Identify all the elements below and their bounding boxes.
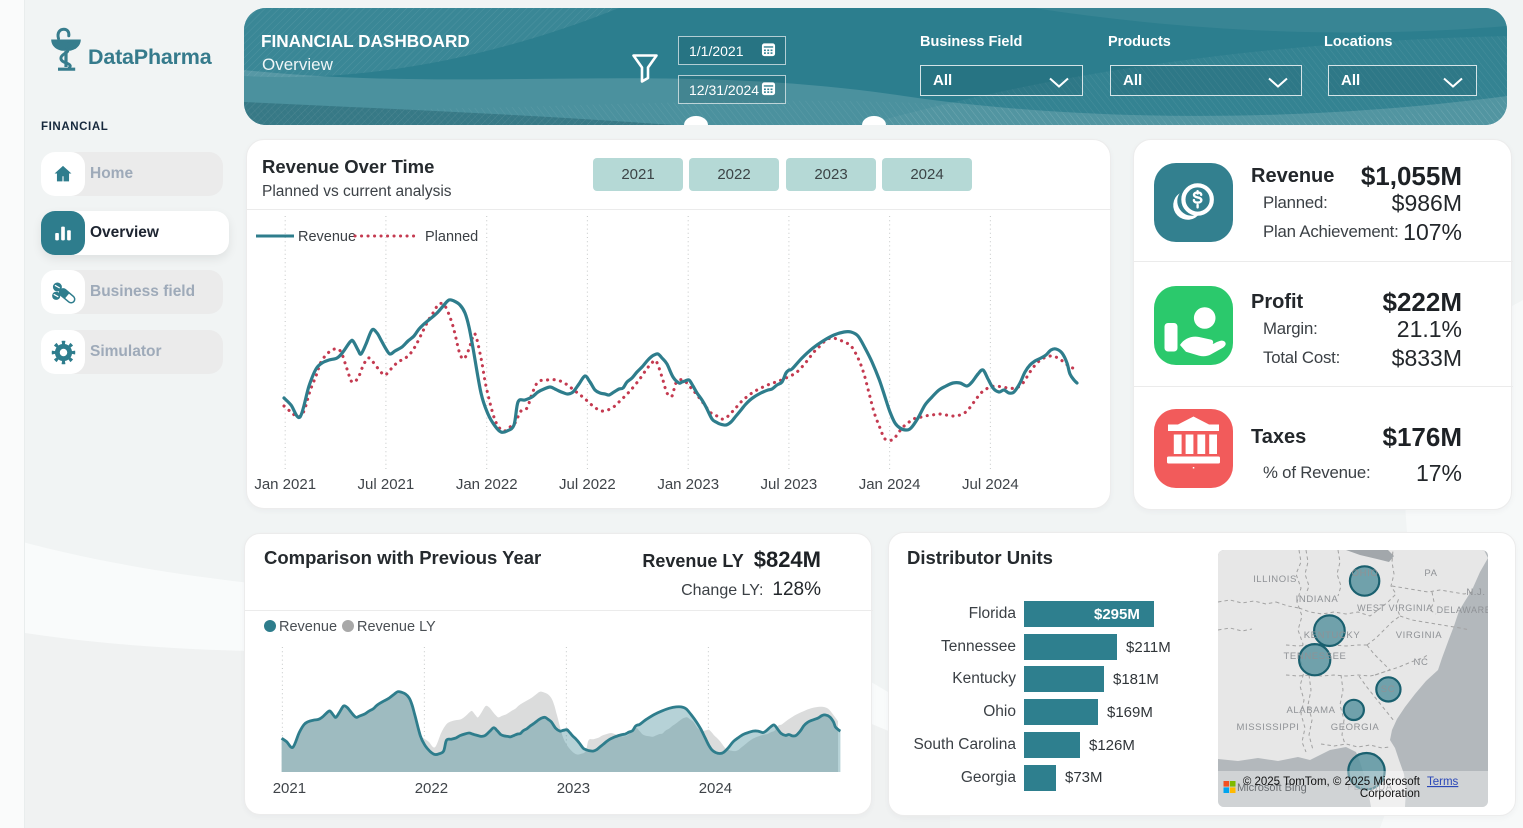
svg-text:N.J.: N.J. (1466, 587, 1485, 598)
svg-text:DELAWARE: DELAWARE (1437, 605, 1488, 615)
svg-text:Terms: Terms (1427, 776, 1459, 788)
svg-text:NC: NC (1414, 657, 1429, 668)
svg-text:OHIO: OHIO (1352, 568, 1379, 579)
svg-text:Jul 2023: Jul 2023 (761, 476, 818, 493)
svg-text:Jan 2024: Jan 2024 (859, 476, 921, 493)
svg-text:Microsoft Bing: Microsoft Bing (1237, 782, 1307, 794)
svg-text:ILLINOIS: ILLINOIS (1253, 574, 1297, 585)
svg-text:2021: 2021 (273, 780, 306, 797)
svg-text:2023: 2023 (557, 780, 590, 797)
svg-text:WEST VIRGINIA: WEST VIRGINIA (1357, 603, 1433, 613)
svg-text:Jul 2024: Jul 2024 (962, 476, 1019, 493)
svg-text:Corporation: Corporation (1360, 788, 1420, 800)
svg-text:Jul 2021: Jul 2021 (358, 476, 415, 493)
svg-text:KENTUCKY: KENTUCKY (1304, 630, 1361, 641)
svg-text:2024: 2024 (699, 780, 732, 797)
svg-text:TENNESSEE: TENNESSEE (1284, 651, 1347, 662)
svg-text:2022: 2022 (415, 780, 448, 797)
svg-text:MISSISSIPPI: MISSISSIPPI (1236, 722, 1299, 733)
svg-text:Jan 2021: Jan 2021 (254, 476, 316, 493)
svg-text:Jan 2023: Jan 2023 (657, 476, 719, 493)
svg-text:Revenue: Revenue (298, 229, 356, 245)
svg-text:FLORIDA: FLORIDA (1347, 782, 1392, 793)
svg-text:GEORGIA: GEORGIA (1331, 722, 1380, 733)
svg-text:ALABAMA: ALABAMA (1286, 705, 1335, 716)
svg-text:Jan 2022: Jan 2022 (456, 476, 518, 493)
svg-text:Planned: Planned (425, 229, 478, 245)
svg-text:PA: PA (1424, 568, 1437, 579)
svg-text:SC: SC (1381, 684, 1395, 695)
svg-text:Revenue: Revenue (279, 619, 337, 635)
svg-text:Revenue LY: Revenue LY (357, 619, 436, 635)
svg-text:Jul 2022: Jul 2022 (559, 476, 616, 493)
svg-text:INDIANA: INDIANA (1296, 594, 1339, 605)
svg-text:VIRGINIA: VIRGINIA (1396, 630, 1443, 641)
svg-text:© 2025 TomTom, © 2025 Microsof: © 2025 TomTom, © 2025 Microsoft (1243, 776, 1421, 788)
